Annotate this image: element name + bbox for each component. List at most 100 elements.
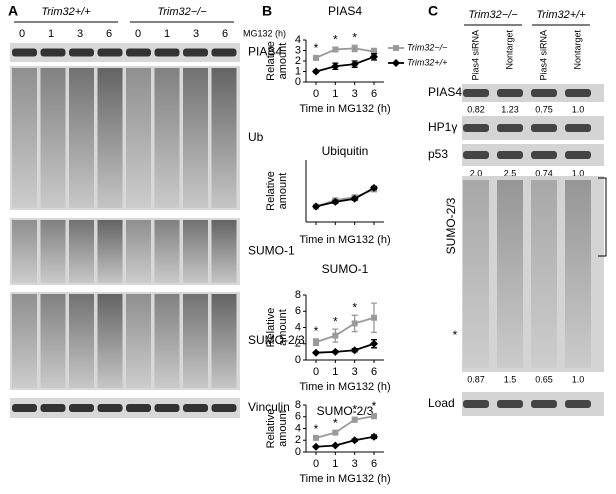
- y-label: Relative: [265, 409, 277, 449]
- marker: [313, 54, 319, 61]
- significance: *: [333, 314, 338, 328]
- lane-smear: [40, 68, 66, 208]
- band: [497, 151, 523, 159]
- marker-label: *: [453, 328, 458, 342]
- x-tick-label: 1: [332, 366, 338, 378]
- band: [463, 89, 489, 97]
- lane-label: 1: [48, 28, 54, 40]
- band: [565, 124, 591, 132]
- blot-label: p53: [428, 147, 448, 161]
- significance: *: [352, 300, 357, 314]
- lane-label: Nontarget: [572, 30, 582, 70]
- lane-smear: [211, 294, 237, 388]
- significance: *: [352, 30, 357, 44]
- y-tick-label: 0: [295, 354, 301, 366]
- band: [154, 48, 180, 57]
- marker: [332, 332, 339, 339]
- lane-label: Pias4 siRNA: [538, 30, 548, 81]
- band: [531, 151, 557, 159]
- lane-smear: [126, 68, 151, 208]
- chart-title: SUMO-2/3: [317, 404, 374, 418]
- blot: [10, 43, 240, 62]
- marker: [331, 62, 340, 71]
- significance: *: [314, 41, 319, 55]
- marker: [371, 48, 377, 55]
- y-tick-label: 2: [295, 55, 301, 67]
- lane-smear: [531, 180, 557, 368]
- lane-smear: [126, 294, 151, 388]
- lane-smear: [183, 294, 208, 388]
- x-tick-label: 6: [371, 366, 377, 378]
- lane-label: 6: [222, 28, 228, 40]
- quantification: 0.82: [467, 104, 485, 114]
- y-tick-label: 2: [295, 434, 301, 446]
- band: [211, 48, 237, 57]
- x-tick-label: 1: [332, 88, 338, 100]
- marker: [331, 441, 340, 450]
- blot-label: Ub: [248, 130, 264, 144]
- lane-label: 3: [77, 28, 83, 40]
- marker: [350, 346, 359, 355]
- group-label: Trim32−/−: [157, 6, 207, 18]
- marker: [331, 347, 340, 356]
- group-label: Trim32+/+: [536, 9, 586, 21]
- blot-label: PIAS4: [428, 85, 462, 99]
- quantification: 0.65: [535, 374, 553, 384]
- lane-smear: [497, 180, 523, 368]
- lane-smear: [154, 68, 180, 208]
- blot-label: SUMO-1: [248, 244, 295, 258]
- blot-label: Load: [428, 396, 455, 410]
- significance: *: [352, 403, 357, 417]
- y-tick-label: 1: [295, 65, 301, 77]
- band: [497, 124, 523, 132]
- blot-label: HP1γ: [428, 120, 457, 134]
- significance: *: [314, 422, 319, 436]
- y-label: amount: [277, 410, 289, 447]
- quantification: 1.0: [572, 168, 585, 178]
- lane-smear: [211, 68, 237, 208]
- x-tick-label: 6: [371, 88, 377, 100]
- lane-label: Nontarget: [504, 30, 514, 70]
- quantification: 1.5: [504, 374, 517, 384]
- line: [315, 47, 375, 59]
- marker: [350, 60, 359, 69]
- legend-label: Trim32−/−: [407, 42, 447, 52]
- quantification: 1.0: [572, 374, 585, 384]
- marker: [312, 442, 320, 451]
- x-tick-label: 3: [352, 458, 358, 470]
- legend-label: Trim32+/+: [407, 57, 447, 67]
- quantification: 2.0: [470, 168, 483, 178]
- marker: [350, 436, 359, 445]
- y-tick-label: 4: [295, 422, 301, 434]
- x-tick-label: 3: [352, 88, 358, 100]
- lane-label: 3: [193, 28, 199, 40]
- quantification: 0.75: [535, 104, 553, 114]
- x-tick-label: 1: [332, 458, 338, 470]
- band: [12, 404, 37, 412]
- quantification: 1.23: [501, 104, 519, 114]
- panel-letter: C: [428, 3, 438, 19]
- quantification: 1.0: [572, 104, 585, 114]
- marker: [332, 46, 339, 53]
- lane-smear: [40, 220, 66, 283]
- marker: [350, 194, 359, 203]
- bracket: [598, 177, 607, 257]
- line: [315, 435, 375, 448]
- blot-label: Vinculin: [248, 400, 290, 414]
- band: [126, 48, 151, 57]
- marker: [370, 183, 378, 192]
- x-tick-label: 0: [313, 366, 319, 378]
- marker: [312, 202, 320, 211]
- marker: [371, 413, 377, 420]
- lane-smear: [565, 180, 591, 368]
- line: [315, 415, 375, 439]
- y-tick-label: 8: [295, 289, 301, 301]
- marker: [331, 197, 340, 206]
- group-label: Trim32+/+: [41, 6, 91, 18]
- marker: [312, 67, 320, 76]
- line: [315, 342, 375, 354]
- lane-smear: [69, 294, 94, 388]
- band: [183, 48, 208, 57]
- band: [565, 400, 591, 408]
